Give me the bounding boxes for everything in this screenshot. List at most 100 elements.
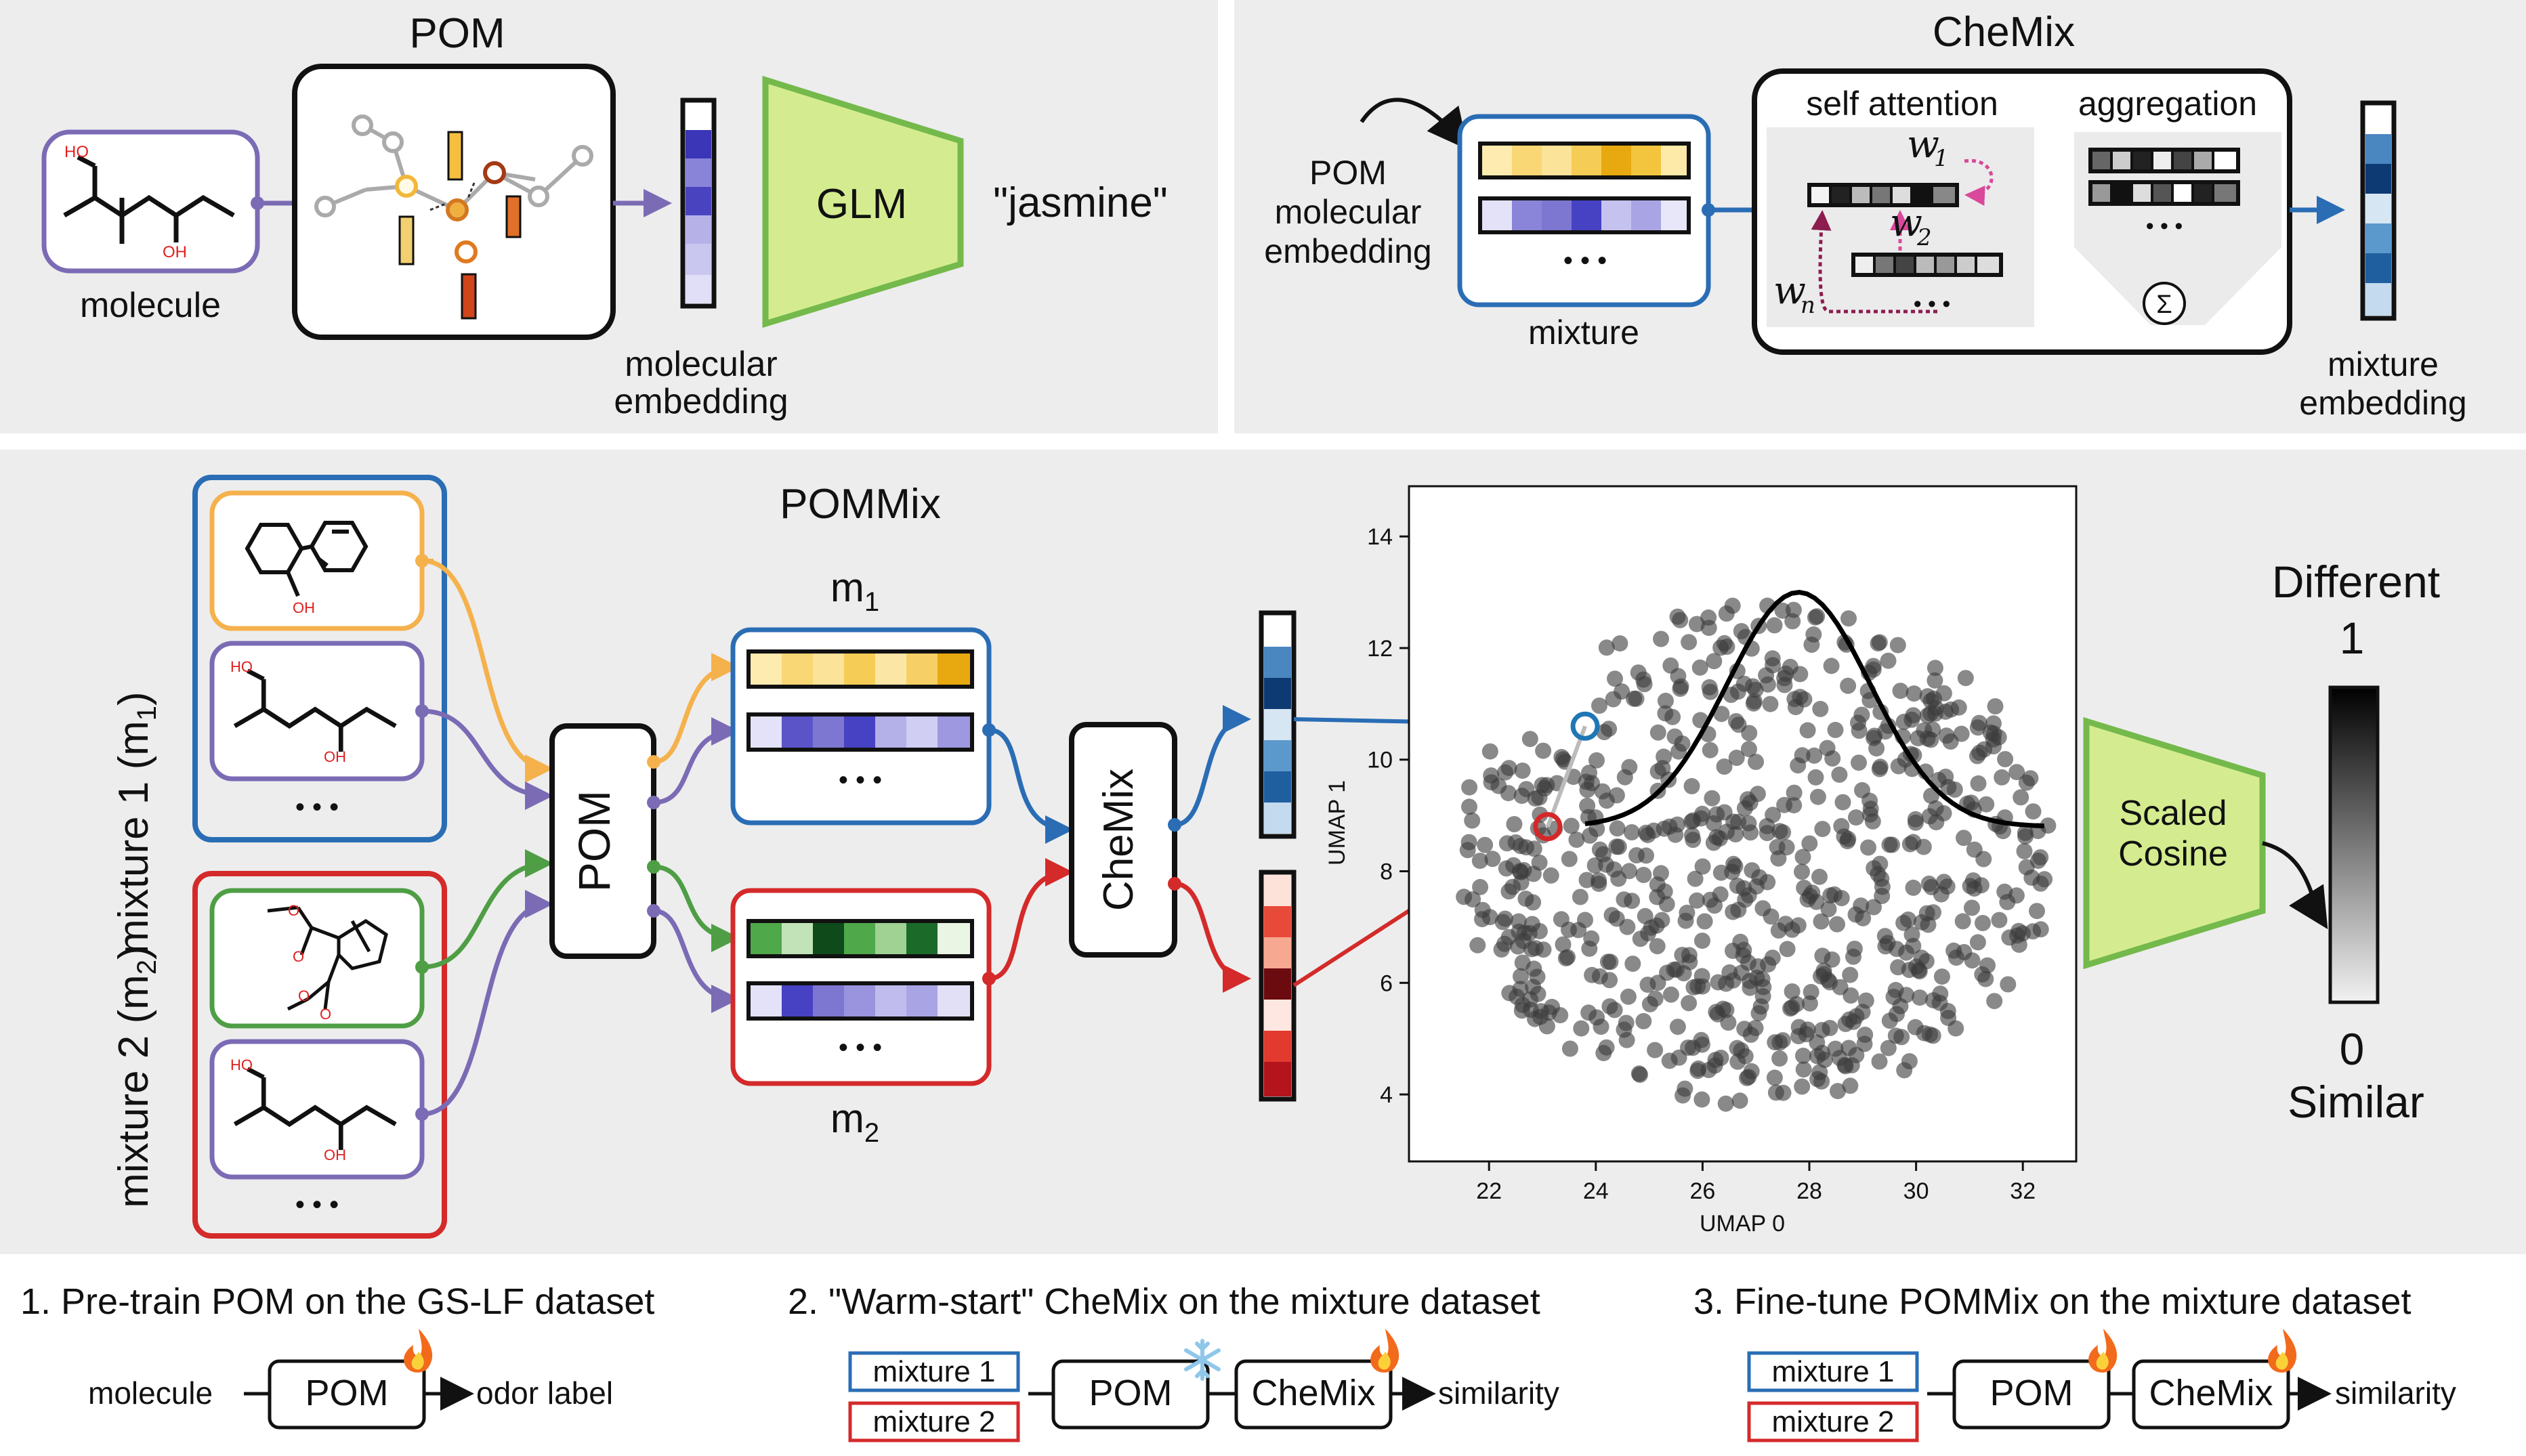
- scatter-point: [1937, 769, 1954, 785]
- scatter-point: [1812, 700, 1829, 717]
- scatter-point: [1831, 766, 1848, 783]
- mixture2-b-structure: [233, 1067, 397, 1151]
- m1-row-2: [746, 712, 974, 752]
- scatter-point: [1795, 1061, 1812, 1078]
- scatter-point: [1535, 742, 1552, 759]
- scatter-point: [1474, 911, 1490, 928]
- scatter-point: [1846, 941, 1863, 957]
- scatter-point: [1538, 777, 1555, 794]
- mixture2-a-o4: O: [320, 1006, 331, 1023]
- scatter-point: [1806, 747, 1823, 764]
- scatter-point: [1674, 947, 1691, 964]
- scatter-point: [1742, 824, 1759, 841]
- scatter-point: [1799, 722, 1816, 739]
- mixture-embedding-vector: [2360, 100, 2397, 321]
- scatter-point: [1681, 995, 1698, 1012]
- m1-embedding-vector: [1259, 610, 1297, 839]
- scatter-point: [1771, 1034, 1788, 1051]
- step2-chemix-label: CheMix: [1251, 1373, 1375, 1413]
- scatter-point: [1885, 989, 1902, 1005]
- scatter-point: [1954, 913, 1971, 930]
- scatter-point: [1711, 830, 1728, 847]
- scatter-point: [1584, 966, 1601, 983]
- scatter-point: [1725, 855, 1742, 872]
- mixture-embedding-label-2: embedding: [2299, 384, 2466, 422]
- scatter-point: [1779, 941, 1796, 958]
- scatter-point: [1493, 941, 1510, 958]
- scatter-point: [1669, 1019, 1686, 1035]
- scatter-point: [1512, 981, 1529, 998]
- scatter-point: [1888, 941, 1905, 958]
- self-attention-label: self attention: [1806, 85, 1998, 123]
- m2-row-2: [746, 981, 974, 1021]
- scatter-point: [1840, 610, 1857, 627]
- scatter-point: [1636, 676, 1653, 693]
- scatter-point: [1525, 865, 1542, 882]
- step1-output: odor label: [476, 1375, 613, 1411]
- pom-panel-title: POM: [409, 10, 505, 57]
- scatter-point: [1702, 742, 1719, 758]
- y-tick-label: 10: [1367, 748, 1393, 773]
- scatter-point: [1459, 842, 1476, 859]
- scatter-point: [1895, 914, 1912, 931]
- scatter-point: [1827, 721, 1844, 738]
- scatter-point: [2022, 770, 2039, 787]
- step2-mixture2-box: [848, 1401, 1020, 1442]
- scatter-point: [1681, 634, 1698, 651]
- scatter-point: [1813, 1073, 1830, 1090]
- scatter-point: [1809, 1048, 1826, 1065]
- scatter-point: [1850, 714, 1866, 731]
- scatter-point: [1464, 812, 1481, 829]
- chemix-panel-title: CheMix: [1933, 9, 2075, 56]
- scatter-point: [1591, 872, 1607, 889]
- step2-pom-label: POM: [1089, 1373, 1172, 1413]
- fire-icon: [1370, 1329, 1399, 1373]
- scatter-point: [2001, 929, 2018, 946]
- scatter-point: [1572, 888, 1588, 905]
- scatter-point: [1675, 1087, 1691, 1104]
- scatter-point: [1784, 983, 1801, 1000]
- step3-title: 3. Fine-tune POMMix on the mixture datas…: [1693, 1281, 2411, 1322]
- scatter-point: [1740, 887, 1757, 903]
- scatter-point: [1730, 716, 1747, 733]
- pommix-chemix-label: CheMix: [1095, 769, 1142, 911]
- scatter-point: [1933, 968, 1950, 985]
- scatter-point: [1790, 757, 1807, 774]
- scatter-point: [2040, 817, 2057, 834]
- mixture2-a-o1: O: [288, 902, 299, 919]
- scatter-point: [1522, 991, 1539, 1008]
- scatter-point: [1694, 858, 1711, 875]
- chemix-mixture-ellipsis: • • •: [1563, 246, 1607, 276]
- scatter-point: [1623, 824, 1640, 840]
- scatter-point: [1510, 913, 1527, 930]
- scatter-point: [1786, 797, 1803, 814]
- scatter-point: [1477, 836, 1494, 853]
- scatter-point: [1964, 899, 1980, 916]
- scatter-point: [1662, 986, 1679, 1003]
- scatter-point: [2029, 903, 2045, 920]
- scatter-point: [1969, 748, 1985, 765]
- scatter-point: [1688, 616, 1705, 633]
- m2-embedding-vector: [1259, 870, 1297, 1102]
- scatter-point: [1872, 855, 1889, 872]
- scatter-point: [1638, 847, 1654, 864]
- mixture2-molecule-a: [209, 888, 425, 1029]
- scatter-point: [1563, 817, 1580, 834]
- scatter-point: [1767, 1084, 1784, 1101]
- molecular-embedding-label-2: embedding: [614, 382, 788, 421]
- scatter-point: [1689, 892, 1705, 909]
- scatter-point: [1924, 1027, 1941, 1044]
- scatter-point: [1717, 1095, 1734, 1112]
- scatter-point: [1525, 840, 1542, 857]
- scatter-point: [1727, 826, 1744, 842]
- glm-block: [762, 75, 964, 328]
- mixture-embedding-label-1: mixture: [2328, 345, 2439, 383]
- scatter-point: [1966, 880, 1983, 897]
- scatter-point: [1691, 659, 1708, 676]
- chemix-mixture-row-2: [1478, 196, 1691, 234]
- aggregation-vectors: [2088, 148, 2240, 206]
- chemix-input-label-3: embedding: [1264, 232, 1431, 270]
- scatter-point: [1616, 891, 1633, 908]
- scatter-point: [1740, 741, 1757, 758]
- scatter-point: [1918, 905, 1935, 922]
